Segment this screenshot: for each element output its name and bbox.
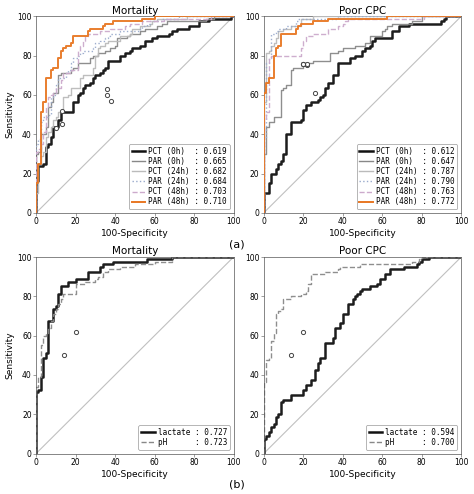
X-axis label: 100-Specificity: 100-Specificity	[101, 470, 169, 479]
Text: (b): (b)	[229, 479, 245, 489]
Legend: lactate : 0.727, pH      : 0.723: lactate : 0.727, pH : 0.723	[138, 425, 230, 450]
Title: Mortality: Mortality	[111, 246, 158, 256]
Legend: PCT (0h)  : 0.619, PAR (0h)  : 0.665, PCT (24h) : 0.682, PAR (24h) : 0.684, PCT : PCT (0h) : 0.619, PAR (0h) : 0.665, PCT …	[129, 144, 230, 209]
X-axis label: 100-Specificity: 100-Specificity	[328, 229, 396, 238]
Legend: lactate : 0.594, pH      : 0.700: lactate : 0.594, pH : 0.700	[366, 425, 457, 450]
X-axis label: 100-Specificity: 100-Specificity	[101, 229, 169, 238]
Title: Mortality: Mortality	[111, 5, 158, 15]
Title: Poor CPC: Poor CPC	[339, 246, 386, 256]
Text: (a): (a)	[229, 240, 245, 249]
Legend: PCT (0h)  : 0.612, PAR (0h)  : 0.647, PCT (24h) : 0.787, PAR (24h) : 0.790, PCT : PCT (0h) : 0.612, PAR (0h) : 0.647, PCT …	[356, 144, 457, 209]
Title: Poor CPC: Poor CPC	[339, 5, 386, 15]
Y-axis label: Sensitivity: Sensitivity	[6, 91, 15, 138]
Y-axis label: Sensitivity: Sensitivity	[6, 331, 15, 379]
X-axis label: 100-Specificity: 100-Specificity	[328, 470, 396, 479]
